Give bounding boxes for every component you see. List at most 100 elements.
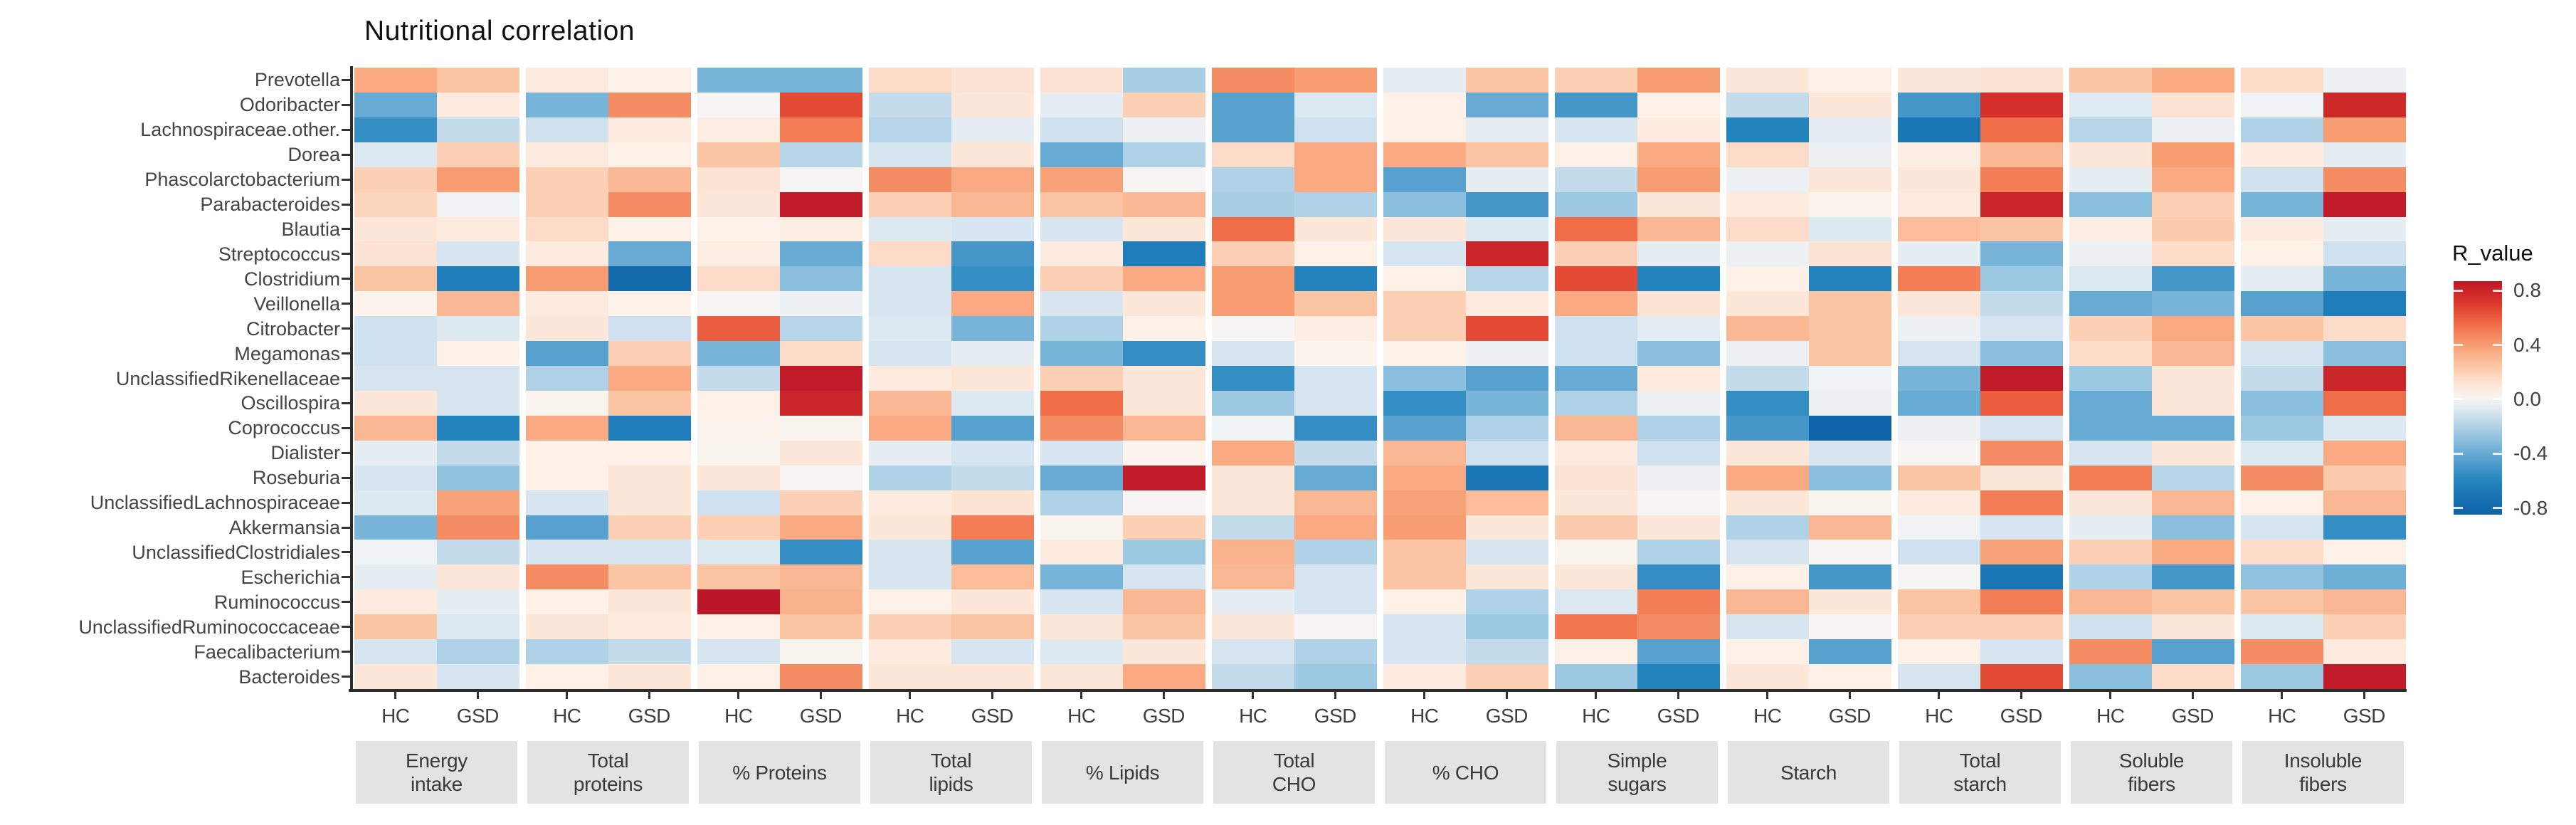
heatmap-cell [1040, 440, 1124, 466]
heatmap-cell [1555, 167, 1638, 193]
heatmap-cell [2241, 390, 2324, 416]
heatmap-cell [1465, 564, 1548, 590]
legend-colorbar [2454, 281, 2502, 515]
heatmap-cell [869, 440, 952, 466]
heatmap-cell [779, 664, 862, 690]
heatmap-cell [1212, 639, 1295, 665]
group-label-line: fibers [2299, 773, 2347, 795]
heatmap-cell [1383, 241, 1467, 267]
heatmap-cell [779, 316, 862, 342]
group-label-line: Total [1959, 750, 2001, 772]
heatmap-cell [1898, 68, 1981, 93]
heatmap-cell [2151, 241, 2234, 267]
group-label-line: lipids [929, 773, 973, 795]
heatmap-cell [354, 266, 438, 292]
heatmap-cell [1465, 68, 1548, 93]
heatmap-cell [697, 142, 781, 168]
x-axis-tick [476, 691, 479, 699]
heatmap-cell [608, 142, 691, 168]
heatmap-cell [779, 167, 862, 193]
group-label-line: proteins [573, 773, 643, 795]
chart-title: Nutritional correlation [364, 16, 635, 46]
heatmap-cell [779, 540, 862, 565]
heatmap-cell [1212, 117, 1295, 143]
heatmap-cell [869, 316, 952, 342]
heatmap-cell [1294, 564, 1377, 590]
heatmap-cell [436, 216, 519, 243]
heatmap-cell [2069, 341, 2153, 367]
heatmap-cell [1383, 142, 1467, 168]
heatmap-cell [2151, 614, 2234, 640]
heatmap-cell [869, 664, 952, 690]
heatmap-cell [608, 366, 691, 392]
subcolumn-label-gsd: GSD [1828, 705, 1872, 727]
heatmap-cell [869, 366, 952, 392]
heatmap-cell [869, 490, 952, 516]
heatmap-cell [869, 167, 952, 193]
heatmap-cell [1040, 167, 1124, 193]
heatmap-cell [869, 291, 952, 317]
heatmap-cell [869, 117, 952, 143]
row-label: Citrobacter [246, 317, 340, 340]
heatmap-cell [2323, 266, 2406, 292]
heatmap-cell [354, 142, 438, 168]
heatmap-cell [526, 589, 609, 615]
heatmap-cell [436, 341, 519, 367]
legend-tick-label: 0.0 [2513, 387, 2541, 410]
heatmap-cell [1383, 316, 1467, 342]
heatmap-cell [1122, 614, 1205, 640]
column-group-box: Total starch [1899, 741, 2061, 804]
heatmap-cell [436, 515, 519, 541]
heatmap-cell [2323, 216, 2406, 243]
heatmap-cell [436, 241, 519, 267]
heatmap-cell [2069, 465, 2153, 491]
heatmap-cell [354, 216, 438, 243]
heatmap-cell [436, 167, 519, 193]
heatmap-cell [1294, 117, 1377, 143]
heatmap-cell [1637, 266, 1720, 292]
heatmap-cell [697, 639, 781, 665]
heatmap-cell [1898, 191, 1981, 218]
heatmap-cell [1555, 142, 1638, 168]
heatmap-cell [2151, 142, 2234, 168]
heatmap-cell [1212, 390, 1295, 416]
heatmap-cell [1212, 142, 1295, 168]
y-axis-tick [342, 377, 350, 379]
heatmap-cell [2241, 440, 2324, 466]
heatmap-cell [2241, 465, 2324, 491]
heatmap-cell [1212, 68, 1295, 93]
heatmap-cell [1465, 366, 1548, 392]
x-axis-tick [1938, 691, 1941, 699]
heatmap-cell [2241, 515, 2324, 541]
heatmap-cell [2323, 490, 2406, 516]
heatmap-cell [526, 241, 609, 267]
heatmap-cell [697, 117, 781, 143]
heatmap-cell [1383, 540, 1467, 565]
heatmap-cell [2241, 68, 2324, 93]
heatmap-cell [1383, 589, 1467, 615]
heatmap-cell [1294, 142, 1377, 168]
heatmap-cell [1726, 390, 1810, 416]
heatmap-cell [1898, 216, 1981, 243]
heatmap-cell [526, 664, 609, 690]
heatmap-cell [436, 390, 519, 416]
heatmap-cell [779, 515, 862, 541]
heatmap-cell [697, 241, 781, 267]
heatmap-cell [354, 515, 438, 541]
heatmap-cell [869, 540, 952, 565]
heatmap-cell [1637, 191, 1720, 218]
heatmap-cell [1980, 241, 2063, 267]
heatmap-cell [1383, 216, 1467, 243]
heatmap-cell [1808, 664, 1891, 690]
heatmap-cell [436, 117, 519, 143]
heatmap-cell [354, 191, 438, 218]
heatmap-cell [2151, 540, 2234, 565]
legend-tick-mark [2493, 344, 2502, 347]
heatmap-cell [1383, 68, 1467, 93]
heatmap-cell [1808, 614, 1891, 640]
heatmap-cell [436, 291, 519, 317]
x-axis-tick [1423, 691, 1426, 699]
heatmap-cell [2323, 117, 2406, 143]
heatmap-cell [2069, 167, 2153, 193]
heatmap-cell [1637, 564, 1720, 590]
